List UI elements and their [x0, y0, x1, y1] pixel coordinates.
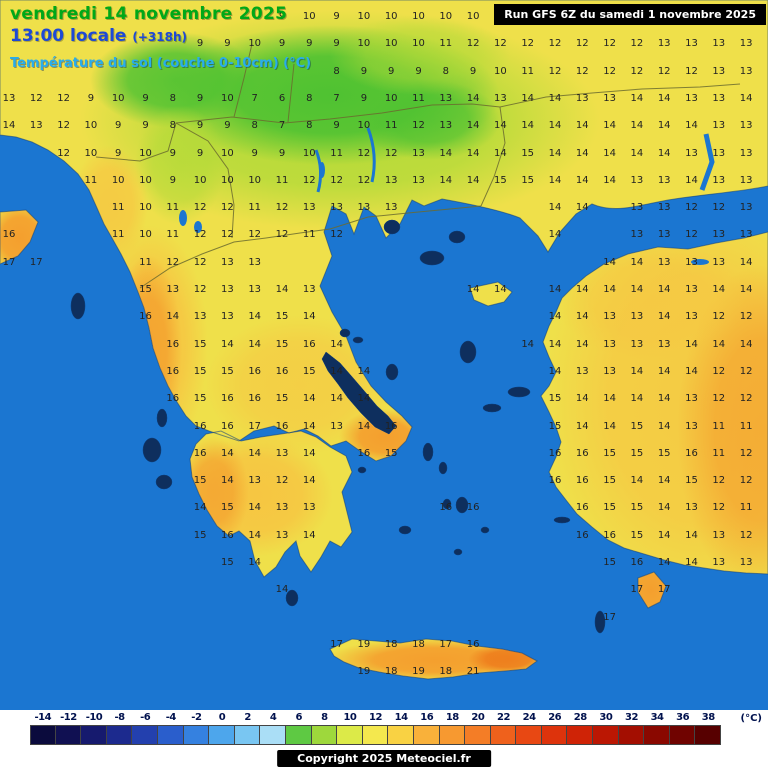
legend-tick-label: 2: [244, 712, 251, 723]
legend-tick-label: -8: [114, 712, 126, 723]
legend-cell: -8: [106, 712, 133, 745]
legend-cell: 32: [618, 712, 645, 745]
legend-color-swatch: [465, 725, 491, 745]
legend-cell: 38: [695, 712, 722, 745]
legend-tick-label: -6: [140, 712, 151, 723]
legend-tick-label: 8: [321, 712, 328, 723]
legend-cell: 20: [465, 712, 491, 745]
legend-cell: 0: [209, 712, 235, 745]
legend-color-swatch: [593, 725, 619, 745]
legend-cell: 28: [567, 712, 594, 745]
legend-cell: 16: [413, 712, 440, 745]
legend-cell: 4: [260, 712, 286, 745]
legend-tick-label: 10: [343, 712, 357, 723]
legend-tick-label: -12: [60, 712, 77, 723]
legend-tick-label: 22: [497, 712, 510, 723]
copyright-badge: Copyright 2025 Meteociel.fr: [277, 750, 491, 767]
legend-cell: -14: [30, 712, 56, 745]
map-canvas: [0, 0, 768, 680]
legend-cells: -14 -12 -10 -8 -6 -4 -2 0 2 4 6 8 10 12 14 16 18 20 22 24 26…: [30, 712, 722, 745]
small-islands: [70, 219, 606, 634]
legend-color-swatch: [362, 725, 389, 745]
legend-tick-label: 28: [573, 712, 587, 723]
legend-color-swatch: [388, 725, 414, 745]
legend-color-swatch: [106, 725, 133, 745]
color-scale-legend: -14 -12 -10 -8 -6 -4 -2 0 2 4 6 8 10 12 14 16 18 20 22 24 26…: [0, 710, 768, 768]
legend-cell: -10: [81, 712, 107, 745]
legend-tick-label: 26: [548, 712, 562, 723]
legend-color-swatch: [260, 725, 286, 745]
legend-color-swatch: [81, 725, 107, 745]
legend-tick-label: 14: [394, 712, 408, 723]
legend-tick-label: -4: [165, 712, 177, 723]
legend-tick-label: 18: [445, 712, 459, 723]
legend-color-swatch: [183, 725, 210, 745]
legend-cell: 34: [644, 712, 670, 745]
legend-color-swatch: [413, 725, 440, 745]
legend-tick-label: 0: [218, 712, 226, 723]
country-borders: [95, 43, 741, 289]
legend-color-swatch: [490, 725, 517, 745]
legend-tick-label: -10: [85, 712, 103, 723]
legend-tick-label: 34: [650, 712, 664, 723]
legend-tick-label: 6: [295, 712, 303, 723]
legend-cell: -4: [157, 712, 184, 745]
legend-color-swatch: [644, 725, 670, 745]
legend-tick-label: 16: [420, 712, 434, 723]
legend-tick-label: 38: [701, 712, 715, 723]
legend-cell: 12: [362, 712, 389, 745]
legend-cell: -2: [183, 712, 210, 745]
run-info-badge: Run GFS 6Z du samedi 1 novembre 2025: [494, 4, 766, 25]
legend-color-swatch: [209, 725, 235, 745]
map-region[interactable]: 9109101010101012991099910101011121212121…: [0, 0, 768, 710]
legend-tick-label: -2: [191, 712, 202, 723]
legend-color-swatch: [157, 725, 184, 745]
legend-color-swatch: [669, 725, 696, 745]
legend-cell: 14: [388, 712, 414, 745]
legend-color-swatch: [516, 725, 542, 745]
legend-color-swatch: [234, 725, 261, 745]
legend-color-swatch: [541, 725, 568, 745]
legend-tick-label: 12: [369, 712, 382, 723]
legend-unit-label: (°C): [740, 713, 762, 724]
legend-tick-label: 30: [599, 712, 613, 723]
bosphorus-strait: [699, 133, 715, 191]
legend-tick-label: 24: [522, 712, 536, 723]
legend-cell: 22: [490, 712, 517, 745]
legend-color-swatch: [311, 725, 338, 745]
legend-cell: 18: [439, 712, 466, 745]
legend-color-swatch: [30, 725, 56, 745]
legend-cell: -6: [132, 712, 158, 745]
lakes: [179, 162, 709, 265]
legend-color-swatch: [132, 725, 158, 745]
legend-cell: 26: [541, 712, 568, 745]
legend-cell: -12: [55, 712, 82, 745]
legend-cell: 10: [337, 712, 363, 745]
legend-color-swatch: [567, 725, 594, 745]
legend-tick-label: 32: [624, 712, 638, 723]
legend-tick-label: -14: [34, 712, 52, 723]
legend-cell: 24: [516, 712, 542, 745]
legend-cell: 30: [593, 712, 619, 745]
legend-cell: 8: [311, 712, 338, 745]
river: [314, 149, 323, 193]
legend-color-swatch: [618, 725, 645, 745]
legend-cell: 6: [285, 712, 312, 745]
legend-color-swatch: [55, 725, 82, 745]
legend-color-swatch: [285, 725, 312, 745]
legend-color-swatch: [439, 725, 466, 745]
legend-color-swatch: [337, 725, 363, 745]
euboea-island: [321, 351, 397, 435]
legend-cell: 2: [234, 712, 261, 745]
legend-color-swatch: [695, 725, 722, 745]
legend-tick-label: 36: [676, 712, 690, 723]
legend-cell: 36: [669, 712, 696, 745]
legend-tick-label: 4: [269, 712, 277, 723]
river: [366, 127, 376, 183]
legend-tick-label: 20: [471, 712, 485, 723]
